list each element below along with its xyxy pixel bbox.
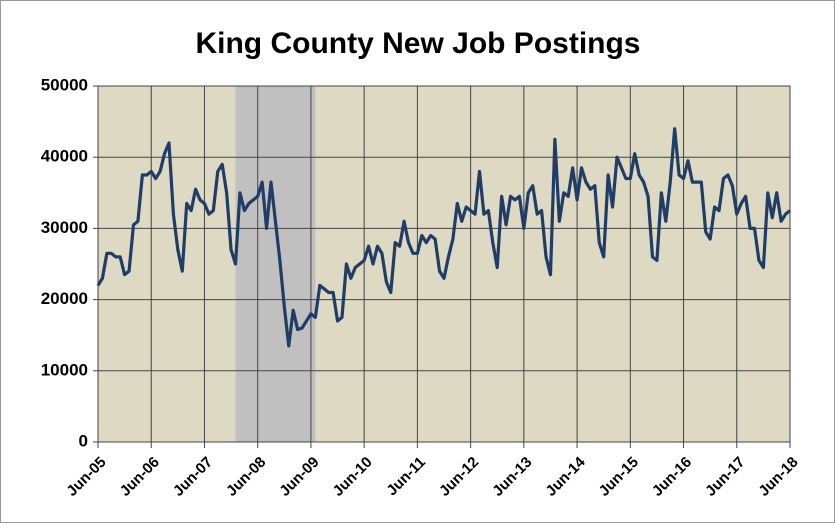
y-tick-label: 10000 [41,360,88,379]
plot-border [97,85,791,443]
y-tick-label: 40000 [41,147,88,166]
series-line [96,127,792,348]
y-tick-label: 30000 [41,218,88,237]
chart-title: King County New Job Postings [195,27,640,60]
y-tick-label: 50000 [41,75,88,94]
y-tick-label: 0 [79,431,88,450]
y-tick-label: 20000 [41,289,88,308]
shaded-period [235,86,316,442]
plot-area [98,86,790,442]
